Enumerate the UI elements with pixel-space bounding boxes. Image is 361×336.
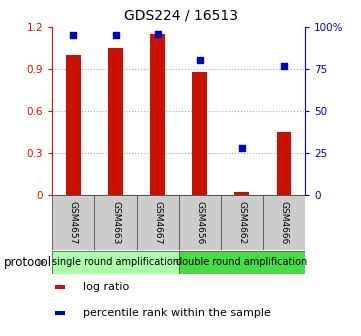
Point — [197, 58, 203, 63]
Text: GSM4662: GSM4662 — [238, 201, 246, 244]
Bar — [150, 34, 165, 195]
Bar — [277, 132, 291, 195]
Point — [70, 33, 76, 38]
Bar — [55, 285, 65, 289]
Bar — [108, 48, 123, 195]
Text: protocol: protocol — [4, 256, 52, 269]
Bar — [55, 311, 65, 314]
Bar — [179, 251, 305, 274]
Bar — [136, 195, 179, 250]
Text: GSM4663: GSM4663 — [111, 201, 120, 244]
Text: percentile rank within the sample: percentile rank within the sample — [83, 308, 270, 318]
Point — [155, 31, 161, 36]
Bar — [66, 55, 81, 195]
Text: GSM4666: GSM4666 — [279, 201, 288, 244]
Bar — [221, 195, 263, 250]
Text: single round amplification: single round amplification — [52, 257, 179, 267]
Bar — [235, 192, 249, 195]
Point — [281, 63, 287, 68]
Bar — [179, 195, 221, 250]
Bar — [52, 195, 95, 250]
Point — [113, 33, 118, 38]
Text: GSM4657: GSM4657 — [69, 201, 78, 244]
Text: double round amplification: double round amplification — [176, 257, 308, 267]
Point — [239, 145, 245, 151]
Text: GDS224 / 16513: GDS224 / 16513 — [123, 8, 238, 23]
Text: GSM4656: GSM4656 — [195, 201, 204, 244]
Text: log ratio: log ratio — [83, 282, 129, 292]
Bar — [263, 195, 305, 250]
Bar — [95, 195, 136, 250]
Bar — [52, 251, 179, 274]
Text: GSM4667: GSM4667 — [153, 201, 162, 244]
Bar — [192, 72, 207, 195]
